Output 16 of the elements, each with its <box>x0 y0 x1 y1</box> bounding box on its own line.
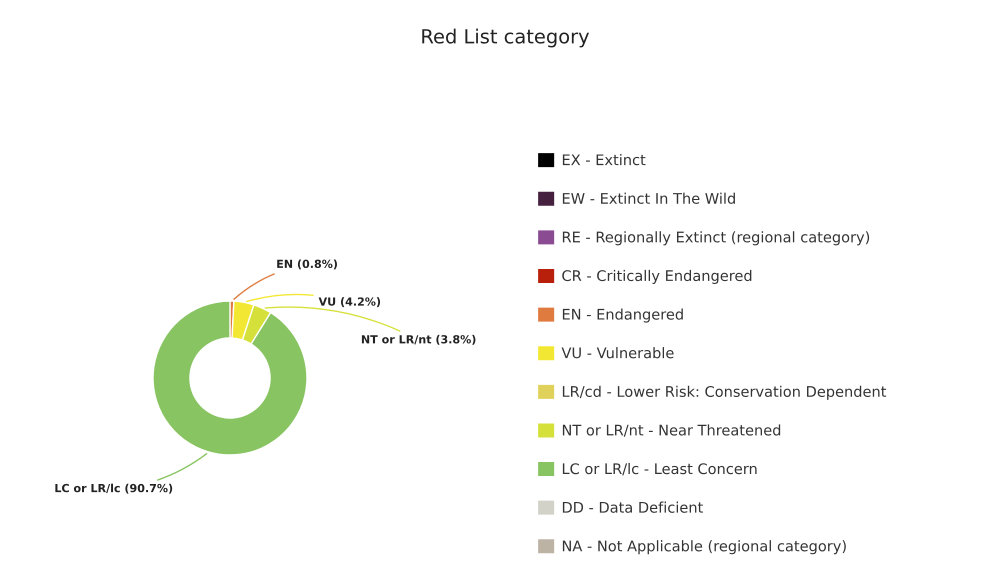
legend-label: EX - Extinct <box>562 154 646 166</box>
legend-label: EW - Extinct In The Wild <box>562 192 735 204</box>
legend-label: NT or LR/nt - Near Threatened <box>562 424 780 437</box>
legend-label: VU - Vulnerable <box>562 347 674 358</box>
legend-label: CR - Critically Endangered <box>562 270 752 284</box>
legend-label: RE - Regionally Extinct (regional category) <box>562 231 870 246</box>
legend-label: NA - Not Applicable (regional category) <box>562 540 846 554</box>
legend-label: LC or LR/lc - Least Concern <box>562 462 757 476</box>
legend-label: EN - Endangered <box>562 308 683 323</box>
chart-title: Red List category <box>422 28 590 48</box>
data-label: NT or LR/nt (3.8%) <box>362 334 476 345</box>
legend-label: LR/cd - Lower Risk: Conservation Dependent <box>562 386 886 400</box>
data-label: EN (0.8%) <box>277 259 337 270</box>
legend-label: DD - Data Deficient <box>562 502 703 513</box>
data-label: VU (4.2%) <box>318 297 380 308</box>
data-label: LC or LR/lc (90.7%) <box>55 484 172 494</box>
